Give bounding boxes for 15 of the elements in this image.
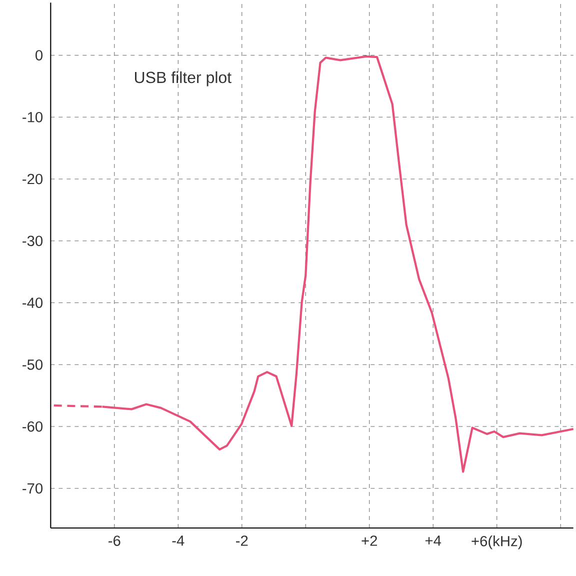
y-tick-label: -20 xyxy=(22,174,43,184)
y-tick-label: -50 xyxy=(22,359,43,370)
y-tick-label: -70 xyxy=(22,483,43,494)
x-tick-label: +4 xyxy=(425,536,442,546)
x-tick-label: +2 xyxy=(362,536,377,546)
y-tick-label: -10 xyxy=(22,112,43,122)
annotation: USB filter plot xyxy=(135,71,232,86)
y-tick-label: -30 xyxy=(22,236,43,246)
x-tick-label: -2 xyxy=(236,536,248,546)
y-tick-label: 0 xyxy=(36,50,43,60)
x-tick-label: -6 xyxy=(108,536,120,546)
x-tick-label: +6(kHz) xyxy=(472,536,522,550)
x-tick-label: -4 xyxy=(172,536,184,546)
y-tick-label: -60 xyxy=(22,421,43,432)
y-tick-label: -40 xyxy=(22,298,43,308)
